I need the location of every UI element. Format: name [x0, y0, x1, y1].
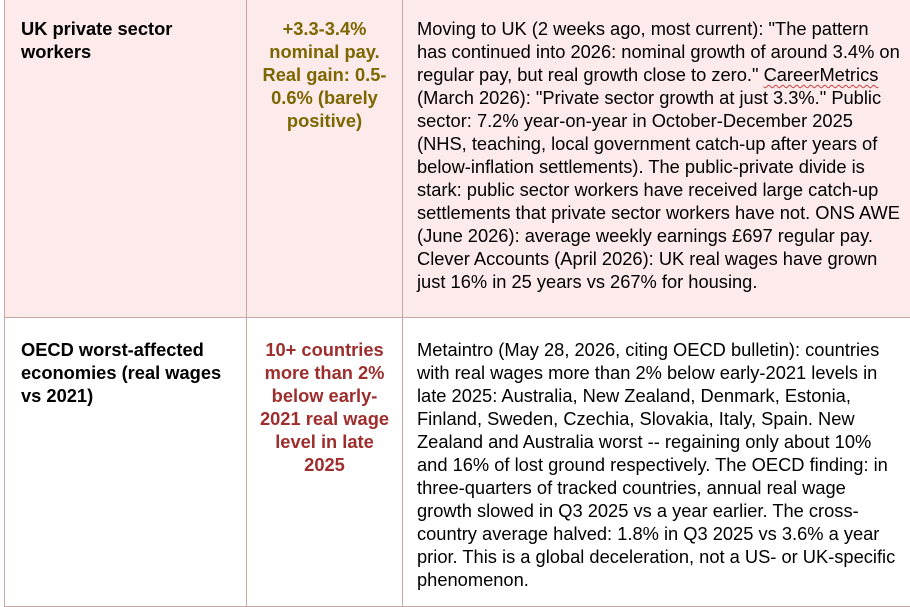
comparison-table: UK private sector workers +3.3-3.4% nomi…	[4, 0, 910, 607]
spellcheck-flagged-word: CareerMetrics	[764, 64, 879, 85]
row-label: OECD worst-affected economies (real wage…	[5, 318, 247, 607]
note-text: (March 2026): "Private sector growth at …	[417, 87, 900, 292]
row-value: +3.3-3.4% nominal pay. Real gain: 0.5-0.…	[247, 0, 403, 318]
row-note: Moving to UK (2 weeks ago, most current)…	[403, 0, 910, 318]
table-row: UK private sector workers +3.3-3.4% nomi…	[5, 0, 910, 318]
row-label: UK private sector workers	[5, 0, 247, 318]
row-note: Metaintro (May 28, 2026, citing OECD bul…	[403, 318, 910, 607]
row-value: 10+ countries more than 2% below early-2…	[247, 318, 403, 607]
table-row: OECD worst-affected economies (real wage…	[5, 318, 910, 607]
